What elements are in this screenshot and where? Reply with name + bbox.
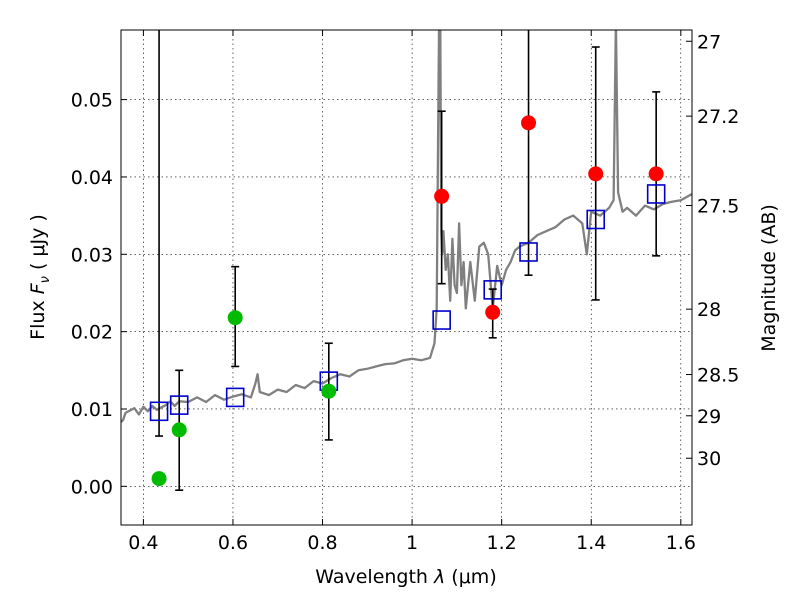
- model-spectrum-line: [121, 30, 692, 423]
- green-data-point: [171, 422, 187, 438]
- x-axis-label-text: Wavelength: [315, 566, 434, 588]
- x-tick-label: 0.6: [218, 532, 248, 554]
- y2-axis-label: Magnitude (AB): [758, 204, 780, 352]
- y-tick-label: 0.00: [71, 476, 113, 498]
- y-axis-label: Flux Fν ( μJy ): [27, 214, 53, 340]
- model-photometry-square: [432, 310, 451, 330]
- model-photometry-square: [519, 242, 538, 262]
- model-photometry-square: [169, 395, 189, 415]
- y-tick-label: 0.01: [71, 399, 113, 421]
- axes: 0.4 0.6 0.8 1 1.2 1.4 1.6 0.00 0.01 0.02 0.03 0.04 0…: [71, 30, 739, 554]
- y2-tick-label: 27.5: [697, 196, 739, 218]
- y-axis-label-text: Flux: [27, 294, 49, 340]
- y-axis-label-subscript: ν: [38, 276, 53, 283]
- y-tick-label: 0.05: [71, 90, 113, 112]
- model-photometry-square: [149, 401, 169, 422]
- plot-frame: [120, 29, 693, 526]
- x-tick-label: 0.4: [128, 532, 158, 554]
- grid: [121, 30, 692, 525]
- y-tick-label: 0.03: [71, 244, 113, 266]
- red-data-point: [588, 166, 604, 182]
- y2-tick-label: 27.2: [697, 106, 739, 128]
- model-photometry-square: [225, 387, 245, 408]
- y2-tick-label: 28.5: [697, 365, 739, 387]
- red-data-point: [648, 166, 664, 182]
- red-data-point: [521, 115, 537, 131]
- data-layer: [121, 30, 692, 491]
- green-data-point: [227, 310, 243, 326]
- x-tick-label: 1.6: [666, 532, 696, 554]
- model-photometry-square: [586, 209, 606, 230]
- red-data-point: [485, 304, 501, 320]
- x-axis-label-unit: (μm): [445, 566, 496, 588]
- x-tick-label: 0.8: [307, 532, 337, 554]
- green-data-point: [321, 383, 337, 399]
- x-axis-label-variable: λ: [433, 566, 445, 588]
- y-axis-label-variable: F: [27, 282, 49, 294]
- x-tick-label: 1.4: [576, 532, 606, 554]
- y-axis-label-unit: ( μJy ): [27, 214, 49, 276]
- y2-tick-label: 28: [697, 299, 721, 321]
- y-tick-label: 0.02: [71, 322, 113, 344]
- y2-tick-label: 30: [697, 448, 721, 470]
- y2-tick-label: 27: [697, 31, 721, 53]
- model-photometry-square: [646, 184, 666, 204]
- model-photometry-square: [483, 280, 503, 300]
- y-tick-label: 0.04: [71, 167, 113, 189]
- green-data-point: [151, 471, 167, 487]
- x-tick-label: 1: [406, 532, 418, 554]
- red-data-point: [434, 188, 450, 204]
- x-tick-label: 1.2: [487, 532, 517, 554]
- plot-background: [121, 30, 692, 525]
- y2-tick-label: 29: [697, 406, 721, 428]
- x-axis-label: Wavelength λ (μm): [315, 566, 496, 588]
